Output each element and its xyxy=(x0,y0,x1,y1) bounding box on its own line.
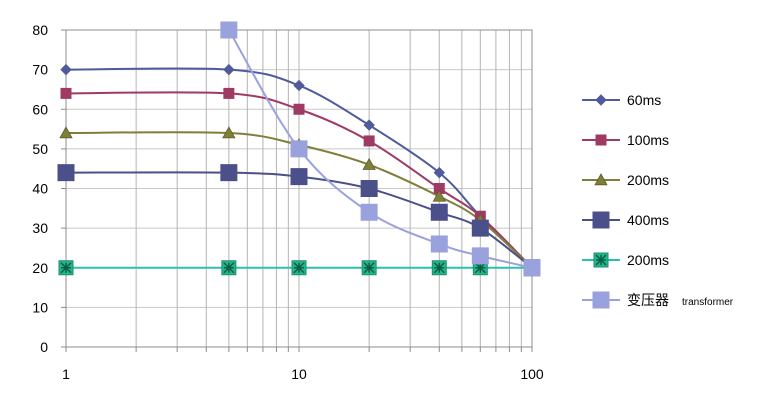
data-point-series-1 xyxy=(293,103,305,115)
series-markers xyxy=(57,21,541,277)
y-tick-label: 10 xyxy=(32,299,48,315)
data-point-series-3 xyxy=(430,203,448,221)
legend-label: 200ms xyxy=(627,252,669,268)
y-tick-label: 30 xyxy=(32,220,48,236)
legend-label: 60ms xyxy=(627,92,661,108)
legend-entry: 60ms xyxy=(582,92,661,108)
data-point-series-5 xyxy=(430,235,448,253)
legend-entry: 200ms xyxy=(582,172,669,188)
legend-label: 200ms xyxy=(627,172,669,188)
data-point-series-1 xyxy=(223,87,235,99)
data-point-series-3 xyxy=(471,219,489,237)
data-point-series-4 xyxy=(361,260,377,276)
data-point-series-0 xyxy=(433,166,445,179)
y-tick-label: 0 xyxy=(40,339,48,355)
legend-marker xyxy=(593,252,609,268)
x-tick-label: 1 xyxy=(62,366,70,382)
legend-marker xyxy=(595,134,607,146)
legend-label: 变压器 xyxy=(627,292,669,308)
grid xyxy=(65,29,533,348)
data-point-series-3 xyxy=(360,180,378,197)
legend-entry: 200ms xyxy=(582,252,669,268)
data-point-series-0 xyxy=(223,63,235,76)
legend-label: 100ms xyxy=(627,132,669,148)
data-point-series-4 xyxy=(291,260,307,276)
data-point-series-5 xyxy=(471,247,489,265)
data-point-series-4 xyxy=(431,260,447,276)
data-point-series-0 xyxy=(363,119,375,131)
data-point-series-4 xyxy=(58,260,74,276)
y-tick-label: 20 xyxy=(32,260,48,276)
legend-entry: 400ms xyxy=(582,211,669,229)
tick-labels: 0 10 20 30 40 50 60 70 80 1 10 100 xyxy=(32,22,543,382)
legend-marker xyxy=(592,291,610,309)
legend-label-suffix: transformer xyxy=(682,297,734,308)
x-tick-label: 10 xyxy=(291,366,307,382)
data-point-series-0 xyxy=(293,79,305,92)
data-point-series-2 xyxy=(432,189,446,202)
x-tick-label: 100 xyxy=(520,366,544,382)
y-tick-label: 80 xyxy=(32,22,48,38)
data-point-series-1 xyxy=(363,135,375,147)
data-point-series-3 xyxy=(57,164,75,182)
axes xyxy=(61,29,533,352)
data-point-series-5 xyxy=(360,203,378,221)
data-point-series-2 xyxy=(222,126,236,139)
data-point-series-3 xyxy=(220,164,238,182)
data-point-series-4 xyxy=(221,260,237,276)
data-point-series-2 xyxy=(362,157,376,170)
legend-entry: 100ms xyxy=(582,132,669,148)
data-point-series-1 xyxy=(60,87,72,99)
y-tick-label: 40 xyxy=(32,181,48,197)
legend: 60ms 100ms 200ms 400ms 200ms 变压器 transformer xyxy=(582,92,734,309)
legend-marker xyxy=(594,173,608,186)
data-point-series-2 xyxy=(59,126,73,139)
y-tick-label: 70 xyxy=(32,62,48,78)
legend-label: 400ms xyxy=(627,212,669,228)
y-tick-label: 50 xyxy=(32,141,48,157)
data-point-series-5 xyxy=(523,259,541,277)
data-point-series-5 xyxy=(220,21,238,39)
legend-marker xyxy=(595,94,607,106)
legend-marker xyxy=(592,211,610,229)
y-tick-label: 60 xyxy=(32,101,48,117)
data-point-series-5 xyxy=(290,140,308,158)
data-point-series-0 xyxy=(60,63,72,76)
legend-entry: 变压器 transformer xyxy=(582,291,734,309)
data-point-series-3 xyxy=(290,168,308,186)
